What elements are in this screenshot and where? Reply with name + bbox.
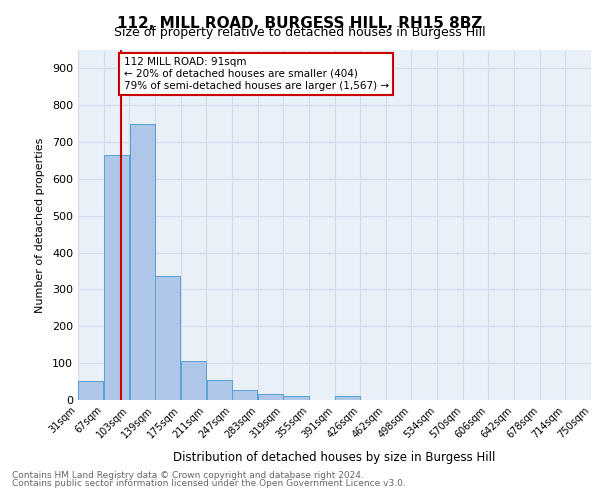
Y-axis label: Number of detached properties: Number of detached properties (35, 138, 45, 312)
X-axis label: Distribution of detached houses by size in Burgess Hill: Distribution of detached houses by size … (173, 451, 496, 464)
Bar (181, 361, 206, 400)
Text: Contains public sector information licensed under the Open Government Licence v3: Contains public sector information licen… (12, 479, 406, 488)
Bar (232, 390, 257, 400)
Bar (130, 124, 155, 400)
Text: 112, MILL ROAD, BURGESS HILL, RH15 8BZ: 112, MILL ROAD, BURGESS HILL, RH15 8BZ (118, 16, 482, 31)
Bar (283, 396, 308, 400)
Text: Contains HM Land Registry data © Crown copyright and database right 2024.: Contains HM Land Registry data © Crown c… (12, 470, 364, 480)
Bar (335, 396, 360, 400)
Text: 112 MILL ROAD: 91sqm
← 20% of detached houses are smaller (404)
79% of semi-deta: 112 MILL ROAD: 91sqm ← 20% of detached h… (124, 58, 389, 90)
Bar (206, 380, 232, 400)
Bar (155, 276, 181, 400)
Bar (104, 155, 129, 400)
Bar (258, 394, 283, 400)
Text: Size of property relative to detached houses in Burgess Hill: Size of property relative to detached ho… (114, 26, 486, 39)
Bar (78, 381, 103, 400)
